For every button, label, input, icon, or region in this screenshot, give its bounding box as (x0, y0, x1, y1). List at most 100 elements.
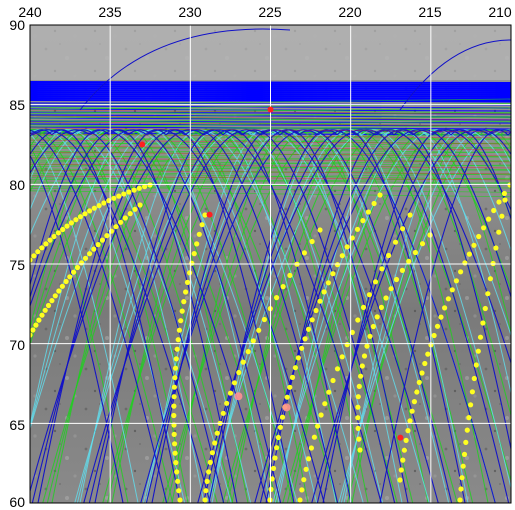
red-marker-dot (139, 141, 146, 148)
yellow-dot (55, 230, 62, 236)
yellow-dot (364, 343, 370, 349)
blue-track (30, 129, 268, 503)
yellow-dot (184, 279, 191, 285)
yellow-dot (367, 333, 373, 339)
yellow-dot (171, 384, 177, 390)
yellow-dot (274, 295, 280, 301)
yellow-dot (438, 314, 444, 320)
yellow-dot (476, 233, 482, 240)
blue-track (311, 129, 511, 503)
yellow-dot (309, 317, 315, 323)
yellow-dot (334, 262, 341, 268)
yellow-dot (461, 451, 468, 457)
yellow-dot (280, 284, 286, 290)
yellow-dot (400, 457, 406, 463)
yellow-dot (31, 253, 37, 259)
yellow-dot (42, 307, 48, 313)
yellow-dot (132, 206, 138, 212)
yellow-dot (49, 298, 55, 304)
yellow-dot (468, 402, 474, 408)
yellow-dot (409, 408, 415, 414)
yellow-dot (74, 264, 81, 271)
yellow-dot (366, 292, 372, 298)
yellow-dot (202, 497, 208, 503)
yellow-dot (43, 241, 49, 247)
yellow-dot (330, 271, 336, 277)
yellow-dot (292, 365, 298, 371)
yellow-dot (274, 445, 280, 451)
yellow-dot (412, 249, 418, 256)
yellow-dot (202, 212, 208, 218)
yellow-dot (379, 266, 385, 272)
red-marker-dot (267, 106, 274, 113)
latitude-axis-labels: 90 85 80 75 70 65 60 (9, 17, 25, 510)
yellow-dot (355, 415, 361, 421)
yellow-dot (496, 199, 502, 205)
yellow-dot (187, 270, 193, 276)
yellow-dot (178, 318, 184, 324)
yellow-dot (460, 463, 466, 469)
yellow-dot (480, 320, 486, 326)
yellow-dot (399, 267, 405, 273)
yellow-dot (321, 289, 327, 295)
yellow-dot (270, 465, 277, 471)
yellow-dot (256, 327, 262, 333)
x-tick-label: 215 (418, 4, 442, 20)
yellow-dot (39, 312, 45, 318)
yellow-dot (496, 229, 502, 235)
yellow-dot (407, 212, 413, 218)
yellow-dot (361, 353, 368, 359)
y-tick-label: 65 (9, 417, 25, 433)
yellow-dot (56, 288, 62, 294)
yellow-dot (30, 332, 33, 338)
blue-track (254, 129, 511, 503)
x-tick-label: 235 (98, 4, 122, 20)
yellow-dot (464, 427, 470, 433)
longitude-axis-labels: 240 235 230 225 220 215 210 (18, 4, 512, 20)
yellow-dot (108, 228, 114, 234)
yellow-dot (203, 488, 209, 494)
green-track (30, 145, 129, 503)
yellow-dot (175, 337, 181, 343)
yellow-dot (67, 274, 73, 280)
yellow-dot (458, 269, 464, 275)
yellow-dot (131, 187, 137, 193)
yellow-dot (313, 307, 319, 314)
yellow-dot (315, 423, 321, 429)
yellow-dot (171, 403, 177, 409)
blue-track (94, 129, 352, 503)
blue-track (322, 129, 511, 503)
yellow-dot (30, 257, 33, 263)
blue-track (30, 129, 382, 503)
yellow-dot (250, 338, 256, 344)
yellow-dot (174, 469, 180, 475)
y-tick-label: 85 (9, 97, 25, 113)
yellow-dot (245, 349, 251, 355)
blue-track (30, 129, 181, 503)
marker-dots (139, 106, 404, 441)
yellow-dot (414, 389, 420, 395)
yellow-dot (295, 355, 301, 361)
yellow-dot (64, 223, 70, 229)
x-tick-label: 220 (338, 4, 362, 20)
yellow-dot (393, 276, 400, 283)
yellow-dot (322, 401, 328, 407)
yellow-dot (96, 203, 102, 209)
yellow-dot (481, 225, 487, 231)
yellow-dot (87, 251, 93, 257)
yellow-dot (486, 216, 492, 222)
yellow-dot (308, 445, 314, 451)
yellow-dot (183, 289, 189, 295)
yellow-dot (422, 360, 428, 367)
yellow-dot (370, 323, 376, 330)
yellow-dot (173, 460, 179, 466)
blue-track (399, 39, 511, 111)
yellow-dot (172, 450, 178, 456)
yellow-dot (318, 412, 324, 418)
yellow-dot (289, 374, 296, 380)
yellow-dot (175, 478, 181, 484)
yellow-dot (419, 370, 425, 376)
blue-track (30, 154, 124, 503)
yellow-dot (302, 336, 308, 342)
